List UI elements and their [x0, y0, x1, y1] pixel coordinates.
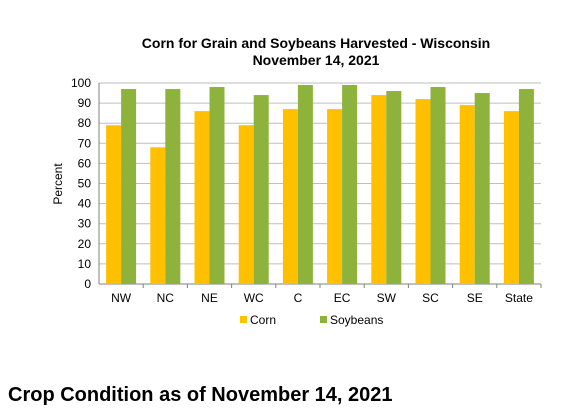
y-tick-label: 90 [78, 96, 92, 110]
x-tick-label: SW [377, 291, 397, 305]
chart-title-line-2: November 14, 2021 [253, 52, 380, 68]
x-tick-label: NE [201, 291, 218, 305]
y-tick-label: 30 [78, 217, 92, 231]
bar-corn-nc [150, 147, 166, 284]
bar-soybeans-state [518, 89, 534, 284]
legend: Corn Soybeans [240, 313, 383, 327]
y-axis-label: Percent [51, 163, 65, 205]
legend-label-corn: Corn [250, 313, 276, 327]
bar-corn-ne [194, 111, 210, 284]
legend-swatch-soybeans [320, 316, 327, 323]
y-tick-label: 70 [78, 136, 92, 150]
y-tick-label: 50 [78, 177, 92, 191]
y-tick-label: 40 [78, 197, 92, 211]
x-tick-label: SC [422, 291, 439, 305]
bar-corn-sw [371, 95, 387, 284]
bar-corn-ec [327, 109, 343, 284]
x-tick-label: NW [111, 291, 132, 305]
bar-corn-sc [415, 99, 431, 284]
x-tick-label: C [294, 291, 303, 305]
bar-corn-c [282, 109, 298, 284]
bar-soybeans-sc [430, 87, 446, 285]
bar-soybeans-wc [253, 95, 269, 284]
x-tick-label: EC [334, 291, 351, 305]
bar-corn-nw [106, 125, 122, 285]
legend-swatch-corn [240, 316, 247, 323]
bar-soybeans-c [297, 85, 313, 284]
y-tick-label: 80 [78, 116, 92, 130]
bar-chart: Corn for Grain and Soybeans Harvested - … [51, 35, 542, 327]
bar-soybeans-nc [165, 89, 181, 284]
y-tick-label: 60 [78, 156, 92, 170]
bar-soybeans-se [474, 93, 490, 284]
y-tick-label: 20 [78, 237, 92, 251]
x-tick-label: WC [244, 291, 264, 305]
bar-corn-wc [238, 125, 254, 285]
crop-condition-heading: Crop Condition as of November 14, 2021 [8, 384, 393, 406]
x-tick-label: State [505, 291, 533, 305]
y-tick-label: 0 [84, 277, 91, 291]
legend-label-soybeans: Soybeans [330, 313, 383, 327]
bar-soybeans-sw [386, 91, 402, 284]
x-tick-label: NC [157, 291, 175, 305]
bar-soybeans-ec [342, 85, 358, 284]
chart-title-line-1: Corn for Grain and Soybeans Harvested - … [142, 35, 490, 51]
bar-soybeans-nw [121, 89, 137, 284]
bar-soybeans-ne [209, 87, 225, 285]
plot-area: 0 10 20 30 40 50 60 70 80 90 100 NW NC NE WC C EC SW SC SE S… [71, 76, 542, 305]
bar-corn-state [503, 111, 519, 284]
x-tick-label: SE [467, 291, 483, 305]
bar-corn-se [459, 105, 475, 284]
y-tick-label: 10 [78, 257, 92, 271]
y-tick-label: 100 [71, 76, 91, 90]
